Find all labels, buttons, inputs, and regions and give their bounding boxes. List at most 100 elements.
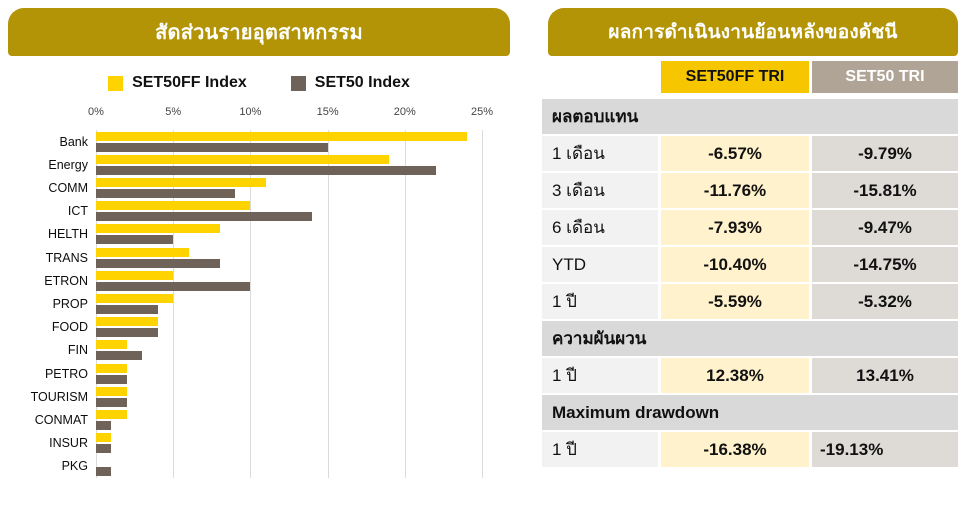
row-label: 1 ปี [542, 432, 658, 467]
set50ff-bar [96, 433, 112, 443]
set50ff-bar [96, 131, 467, 141]
section-header: Maximum drawdown [542, 395, 958, 430]
category-label: PKG [61, 459, 88, 474]
gridline [404, 130, 406, 478]
column-header-set50ff-tri: SET50FF TRI [661, 61, 809, 93]
set50-value-cell: -15.81% [812, 173, 958, 208]
category-label: Energy [48, 157, 88, 172]
set50ff-bar [96, 294, 174, 304]
table-row: 1 ปี -16.38% -19.13% [542, 432, 958, 467]
category-label: Bank [59, 134, 89, 149]
category-label: COMM [48, 181, 88, 195]
section-header: ผลตอบแทน [542, 99, 958, 134]
legend-label-set50ff: SET50FF Index [132, 74, 247, 91]
bar-chart-row [96, 362, 482, 385]
bar-chart-row [96, 176, 482, 199]
chart-body: Bank Energy COMM ICT HELTH TRANS ETRON PROP FOOD… [8, 130, 510, 478]
row-label: 6 เดือน [542, 210, 658, 245]
set50-value-cell: -5.32% [812, 284, 958, 319]
bar-chart-row [96, 246, 482, 269]
category-label: TRANS [45, 250, 88, 265]
performance-table: ผลตอบแทน 1 เดือน -6.57% -9.79% 3 เดือน -11.76… [542, 99, 958, 467]
category-label: ICT [67, 204, 88, 219]
set50-bar [96, 421, 112, 431]
bar-chart-row [96, 339, 482, 362]
row-label: YTD [542, 247, 658, 282]
set50ff-bar [96, 201, 251, 211]
category-label: PROP [52, 297, 88, 312]
set50-bar [96, 351, 143, 361]
set50-bar [96, 235, 174, 245]
blank-header-cell [542, 61, 658, 93]
set50-bar [96, 189, 235, 198]
bar-chart-row [96, 385, 482, 408]
left-panel-title: สัดส่วนรายอุตสาหกรรม [8, 8, 510, 56]
set50ff-value-cell: -11.76% [661, 173, 809, 208]
section-header: ความผันผวน [542, 321, 958, 356]
set50-bar [96, 165, 436, 175]
index-performance-panel: ผลการดำเนินงานย้อนหลังของดัชนี SET50FF T… [542, 8, 958, 469]
category-label: INSUR [49, 436, 88, 451]
row-label: 1 เดือน [542, 136, 658, 171]
set50ff-bar [96, 224, 220, 234]
industry-weights-panel: สัดส่วนรายอุตสาหกรรม SET50FF Index SET50… [8, 8, 510, 478]
x-axis-tick-label: 15% [316, 106, 339, 118]
x-axis-tick-label: 20% [393, 106, 416, 118]
set50-value-cell: 13.41% [812, 358, 958, 393]
right-panel-title: ผลการดำเนินงานย้อนหลังของดัชนี [548, 8, 958, 56]
gridline [96, 130, 97, 478]
set50-bar [96, 328, 158, 338]
set50ff-bar [96, 247, 189, 257]
set50ff-value-cell: -16.38% [661, 432, 809, 467]
category-labels: Bank Energy COMM ICT HELTH TRANS ETRON PROP FOOD… [8, 130, 96, 478]
set50ff-bar [96, 270, 174, 280]
set50ff-swatch-icon [108, 75, 124, 91]
row-label: 1 ปี [542, 284, 658, 319]
bar-chart-row [96, 292, 482, 315]
set50-bar [96, 374, 127, 384]
table-row: 1 ปี 12.38% 13.41% [542, 358, 958, 393]
set50-bar [96, 397, 127, 407]
row-label: 1 ปี [542, 358, 658, 393]
category-label: FOOD [51, 320, 88, 335]
legend-item-set50ff: SET50FF Index [108, 74, 247, 92]
bar-chart-plot [96, 130, 483, 478]
gridline [250, 130, 252, 478]
set50ff-bar [96, 178, 266, 187]
table-row: 3 เดือน -11.76% -15.81% [542, 173, 958, 208]
set50-value-cell: -9.79% [812, 136, 958, 171]
gridline [327, 130, 329, 478]
bar-chart-row [96, 432, 482, 455]
bar-chart-row [96, 130, 482, 153]
set50-bar [96, 444, 112, 454]
category-label: TOURISM [30, 389, 88, 404]
set50ff-value-cell: -5.59% [661, 284, 809, 319]
set50ff-value-cell: 12.38% [661, 358, 809, 393]
set50ff-value-cell: -7.93% [661, 210, 809, 245]
set50ff-bar [96, 363, 127, 373]
table-row: 1 ปี -5.59% -5.32% [542, 284, 958, 319]
category-label: PETRO [44, 366, 88, 381]
x-axis: 0% 5% 10% 15% 20% 25% [88, 106, 493, 122]
set50ff-value-cell: -6.57% [661, 136, 809, 171]
x-axis-tick-label: 5% [165, 106, 182, 118]
bar-chart-row [96, 455, 482, 478]
x-axis-tick-label: 0% [88, 106, 104, 118]
bar-chart-row [96, 316, 482, 339]
set50ff-bar [96, 154, 390, 164]
bar-chart-row [96, 153, 482, 176]
set50ff-bar [96, 340, 127, 350]
chart-legend: SET50FF Index SET50 Index [8, 74, 510, 92]
set50ff-value-cell: -10.40% [661, 247, 809, 282]
legend-label-set50: SET50 Index [314, 74, 410, 91]
category-label: ETRON [44, 273, 88, 288]
table-row: YTD -10.40% -14.75% [542, 247, 958, 282]
set50-swatch-icon [290, 75, 306, 91]
bar-chart-row [96, 223, 482, 246]
set50-bar [96, 305, 158, 315]
x-axis-tick-label: 25% [470, 106, 494, 118]
table-row: 6 เดือน -7.93% -9.47% [542, 210, 958, 245]
set50-value-cell: -9.47% [812, 210, 958, 245]
industry-bar-chart: 0% 5% 10% 15% 20% 25% Bank Energy COMM ICT HELTH T… [8, 106, 510, 478]
gridline [173, 130, 175, 478]
